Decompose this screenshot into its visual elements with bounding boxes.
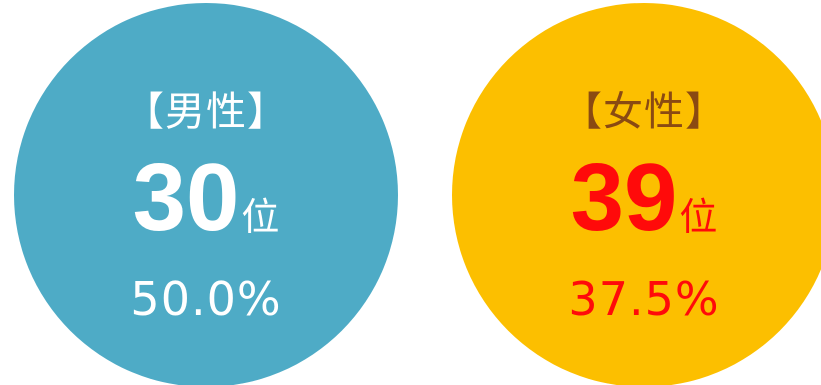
female-rank-row: 39位 [452, 150, 821, 270]
female-label: 【女性】 [562, 89, 726, 135]
male-ranking-circle: 【男性】 30位 50.0% [14, 3, 398, 385]
female-rank-number: 39 [570, 144, 678, 251]
male-label: 【男性】 [124, 89, 288, 135]
male-rank-row: 30位 [14, 150, 398, 270]
male-percent: 50.0% [130, 272, 282, 326]
female-ranking-circle: 【女性】 39位 37.5% [452, 3, 821, 385]
male-rank-number: 30 [132, 144, 240, 251]
female-rank-unit: 位 [679, 195, 718, 239]
male-rank-unit: 位 [241, 195, 280, 239]
female-percent: 37.5% [568, 272, 720, 326]
